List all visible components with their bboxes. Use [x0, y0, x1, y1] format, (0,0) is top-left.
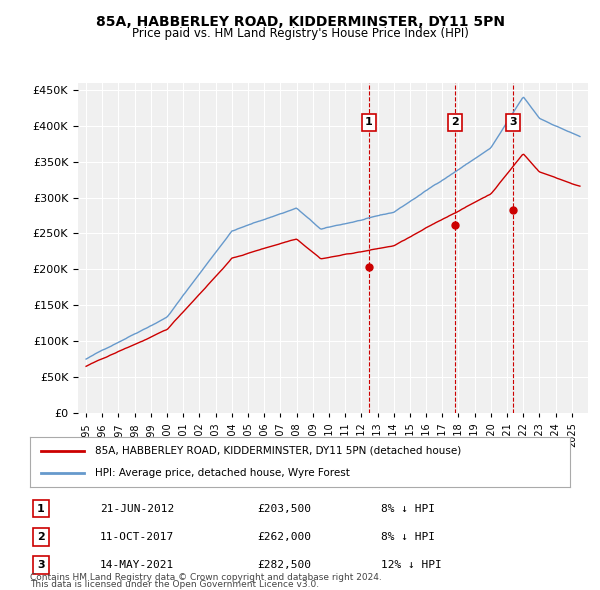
- Text: 14-MAY-2021: 14-MAY-2021: [100, 560, 175, 570]
- Text: £282,500: £282,500: [257, 560, 311, 570]
- Text: 3: 3: [37, 560, 44, 570]
- Text: 8% ↓ HPI: 8% ↓ HPI: [381, 503, 435, 513]
- Text: £262,000: £262,000: [257, 532, 311, 542]
- Text: 12% ↓ HPI: 12% ↓ HPI: [381, 560, 442, 570]
- Text: 1: 1: [365, 117, 373, 127]
- Text: HPI: Average price, detached house, Wyre Forest: HPI: Average price, detached house, Wyre…: [95, 468, 350, 478]
- Text: 85A, HABBERLEY ROAD, KIDDERMINSTER, DY11 5PN: 85A, HABBERLEY ROAD, KIDDERMINSTER, DY11…: [95, 15, 505, 29]
- Text: 1: 1: [37, 503, 44, 513]
- Text: 8% ↓ HPI: 8% ↓ HPI: [381, 532, 435, 542]
- Text: 21-JUN-2012: 21-JUN-2012: [100, 503, 175, 513]
- Text: This data is licensed under the Open Government Licence v3.0.: This data is licensed under the Open Gov…: [30, 580, 319, 589]
- Text: 85A, HABBERLEY ROAD, KIDDERMINSTER, DY11 5PN (detached house): 85A, HABBERLEY ROAD, KIDDERMINSTER, DY11…: [95, 445, 461, 455]
- Text: 2: 2: [451, 117, 459, 127]
- Text: 3: 3: [509, 117, 517, 127]
- Text: £203,500: £203,500: [257, 503, 311, 513]
- Text: 2: 2: [37, 532, 44, 542]
- Text: 11-OCT-2017: 11-OCT-2017: [100, 532, 175, 542]
- Text: Contains HM Land Registry data © Crown copyright and database right 2024.: Contains HM Land Registry data © Crown c…: [30, 573, 382, 582]
- Text: Price paid vs. HM Land Registry's House Price Index (HPI): Price paid vs. HM Land Registry's House …: [131, 27, 469, 40]
